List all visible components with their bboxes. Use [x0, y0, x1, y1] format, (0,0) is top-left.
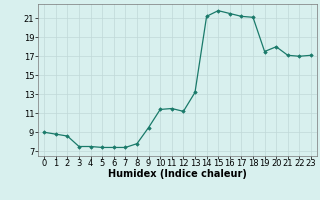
X-axis label: Humidex (Indice chaleur): Humidex (Indice chaleur) — [108, 169, 247, 179]
